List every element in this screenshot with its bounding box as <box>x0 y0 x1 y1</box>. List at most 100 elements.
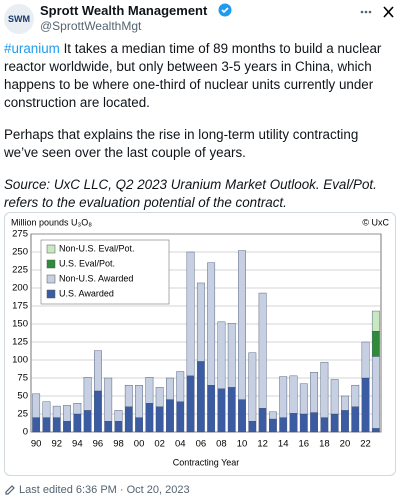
bar-segment <box>258 292 267 409</box>
bar-segment <box>371 428 380 433</box>
edited-footer[interactable]: Last edited 6:36 PM · Oct 20, 2023 <box>19 484 190 496</box>
bar-segment <box>124 406 133 433</box>
bar-segment <box>299 413 308 433</box>
x-tick-label: 00 <box>134 439 145 450</box>
x-tick-label: 96 <box>93 439 104 450</box>
chart-title: Million pounds U₃O₈ <box>11 217 92 227</box>
y-tick-label: 25 <box>17 409 28 420</box>
bar-segment <box>176 371 185 402</box>
bar-segment <box>73 402 82 415</box>
paragraph: Perhaps that explains the rise in long-t… <box>4 127 359 160</box>
bar-segment <box>52 417 61 433</box>
author-name[interactable]: Sprott Wealth Management <box>40 3 208 18</box>
bar-segment <box>310 372 318 413</box>
bar-segment <box>94 390 102 433</box>
bar-segment <box>166 399 174 433</box>
bar-segment <box>238 399 246 433</box>
bar-segment <box>217 388 226 433</box>
x-tick-label: 04 <box>175 439 186 450</box>
bar-segment <box>73 413 82 433</box>
x-tick-label: 22 <box>360 439 371 450</box>
bar-segment <box>269 418 277 433</box>
legend-swatch <box>46 259 56 269</box>
chart-credit: © UxC <box>362 217 389 227</box>
bar-segment <box>145 377 154 404</box>
bar-segment <box>155 406 164 433</box>
x-tick-label: 06 <box>196 439 207 450</box>
bar-segment <box>238 250 246 400</box>
y-tick-label: 75 <box>17 373 28 384</box>
y-tick-label: 125 <box>12 337 28 348</box>
edit-icon <box>5 485 15 495</box>
bar-segment <box>42 417 51 433</box>
legend-label: U.S. Awarded <box>59 288 114 298</box>
bar-segment <box>341 395 349 411</box>
bar-segment <box>114 420 123 433</box>
bar-segment <box>63 405 71 422</box>
x-tick-label: 98 <box>113 439 124 450</box>
legend-label: Non-U.S. Awarded <box>59 273 133 283</box>
y-tick-label: 225 <box>12 265 28 276</box>
text: It takes a median time of 89 months to b… <box>4 41 382 110</box>
y-tick-label: 275 <box>12 229 28 240</box>
bar-segment <box>196 282 205 362</box>
verified-badge <box>218 3 232 17</box>
legend-label: Non-U.S. Eval/Pot. <box>59 243 135 253</box>
bar-segment <box>269 411 277 420</box>
y-tick-label: 200 <box>12 283 28 294</box>
bar-segment <box>330 379 339 415</box>
bar-segment <box>310 412 318 433</box>
x-tick-label: 02 <box>154 439 165 450</box>
bar-segment <box>351 406 360 433</box>
legend-box <box>40 239 170 305</box>
y-tick-label: 50 <box>17 391 28 402</box>
bar-segment <box>176 401 185 433</box>
x-tick-label: 20 <box>340 439 351 450</box>
y-tick-label: 150 <box>12 319 28 330</box>
bar-segment <box>186 251 195 377</box>
x-axis-title: Contracting Year <box>173 457 240 467</box>
hashtag[interactable]: #uranium <box>4 41 60 56</box>
bar-segment <box>83 410 92 433</box>
y-tick-label: 0 <box>23 427 28 438</box>
chart[interactable]: Million pounds U₃O₈ © UxC Contracting Ye… <box>4 212 396 476</box>
tweet-text: #uranium It takes a median time of 89 mo… <box>4 40 396 226</box>
bar-segment <box>207 384 216 433</box>
author-handle[interactable]: @SprottWealthMgt <box>40 19 142 33</box>
header-icons[interactable] <box>358 6 394 18</box>
bar-segment <box>52 405 61 418</box>
bar-segment <box>289 413 298 433</box>
bar-segment <box>351 384 360 407</box>
bar-segment <box>104 420 113 433</box>
bar-segment <box>371 356 380 429</box>
bar-segment <box>166 377 174 400</box>
bar-segment <box>104 377 113 422</box>
bar-segment <box>32 417 41 433</box>
bar-segment <box>258 408 267 433</box>
bar-segment <box>361 377 370 433</box>
y-tick-label: 100 <box>12 355 28 366</box>
bar-segment <box>32 393 41 418</box>
x-tick-label: 18 <box>319 439 330 450</box>
bar-segment <box>299 383 308 415</box>
bar-segment <box>207 262 216 386</box>
y-tick-label: 175 <box>12 301 28 312</box>
bar-segment <box>320 361 329 418</box>
bar-segment <box>114 410 123 422</box>
bar-segment <box>279 376 288 418</box>
bar-segment <box>371 330 380 357</box>
x-tick-label: 16 <box>299 439 310 450</box>
y-tick-label: 250 <box>12 247 28 258</box>
x-tick-label: 92 <box>51 439 62 450</box>
x-tick-label: 94 <box>72 439 83 450</box>
bar-segment <box>135 384 143 418</box>
bar-segment <box>361 341 370 379</box>
bar-segment <box>320 417 329 433</box>
avatar[interactable]: SWM <box>4 4 34 34</box>
paragraph: Source: UxC LLC, Q2 2023 Uranium Market … <box>4 177 377 210</box>
bar-segment <box>83 377 92 411</box>
bar-segment <box>217 321 226 389</box>
bar-segment <box>248 352 257 422</box>
bar-segment <box>63 420 71 433</box>
